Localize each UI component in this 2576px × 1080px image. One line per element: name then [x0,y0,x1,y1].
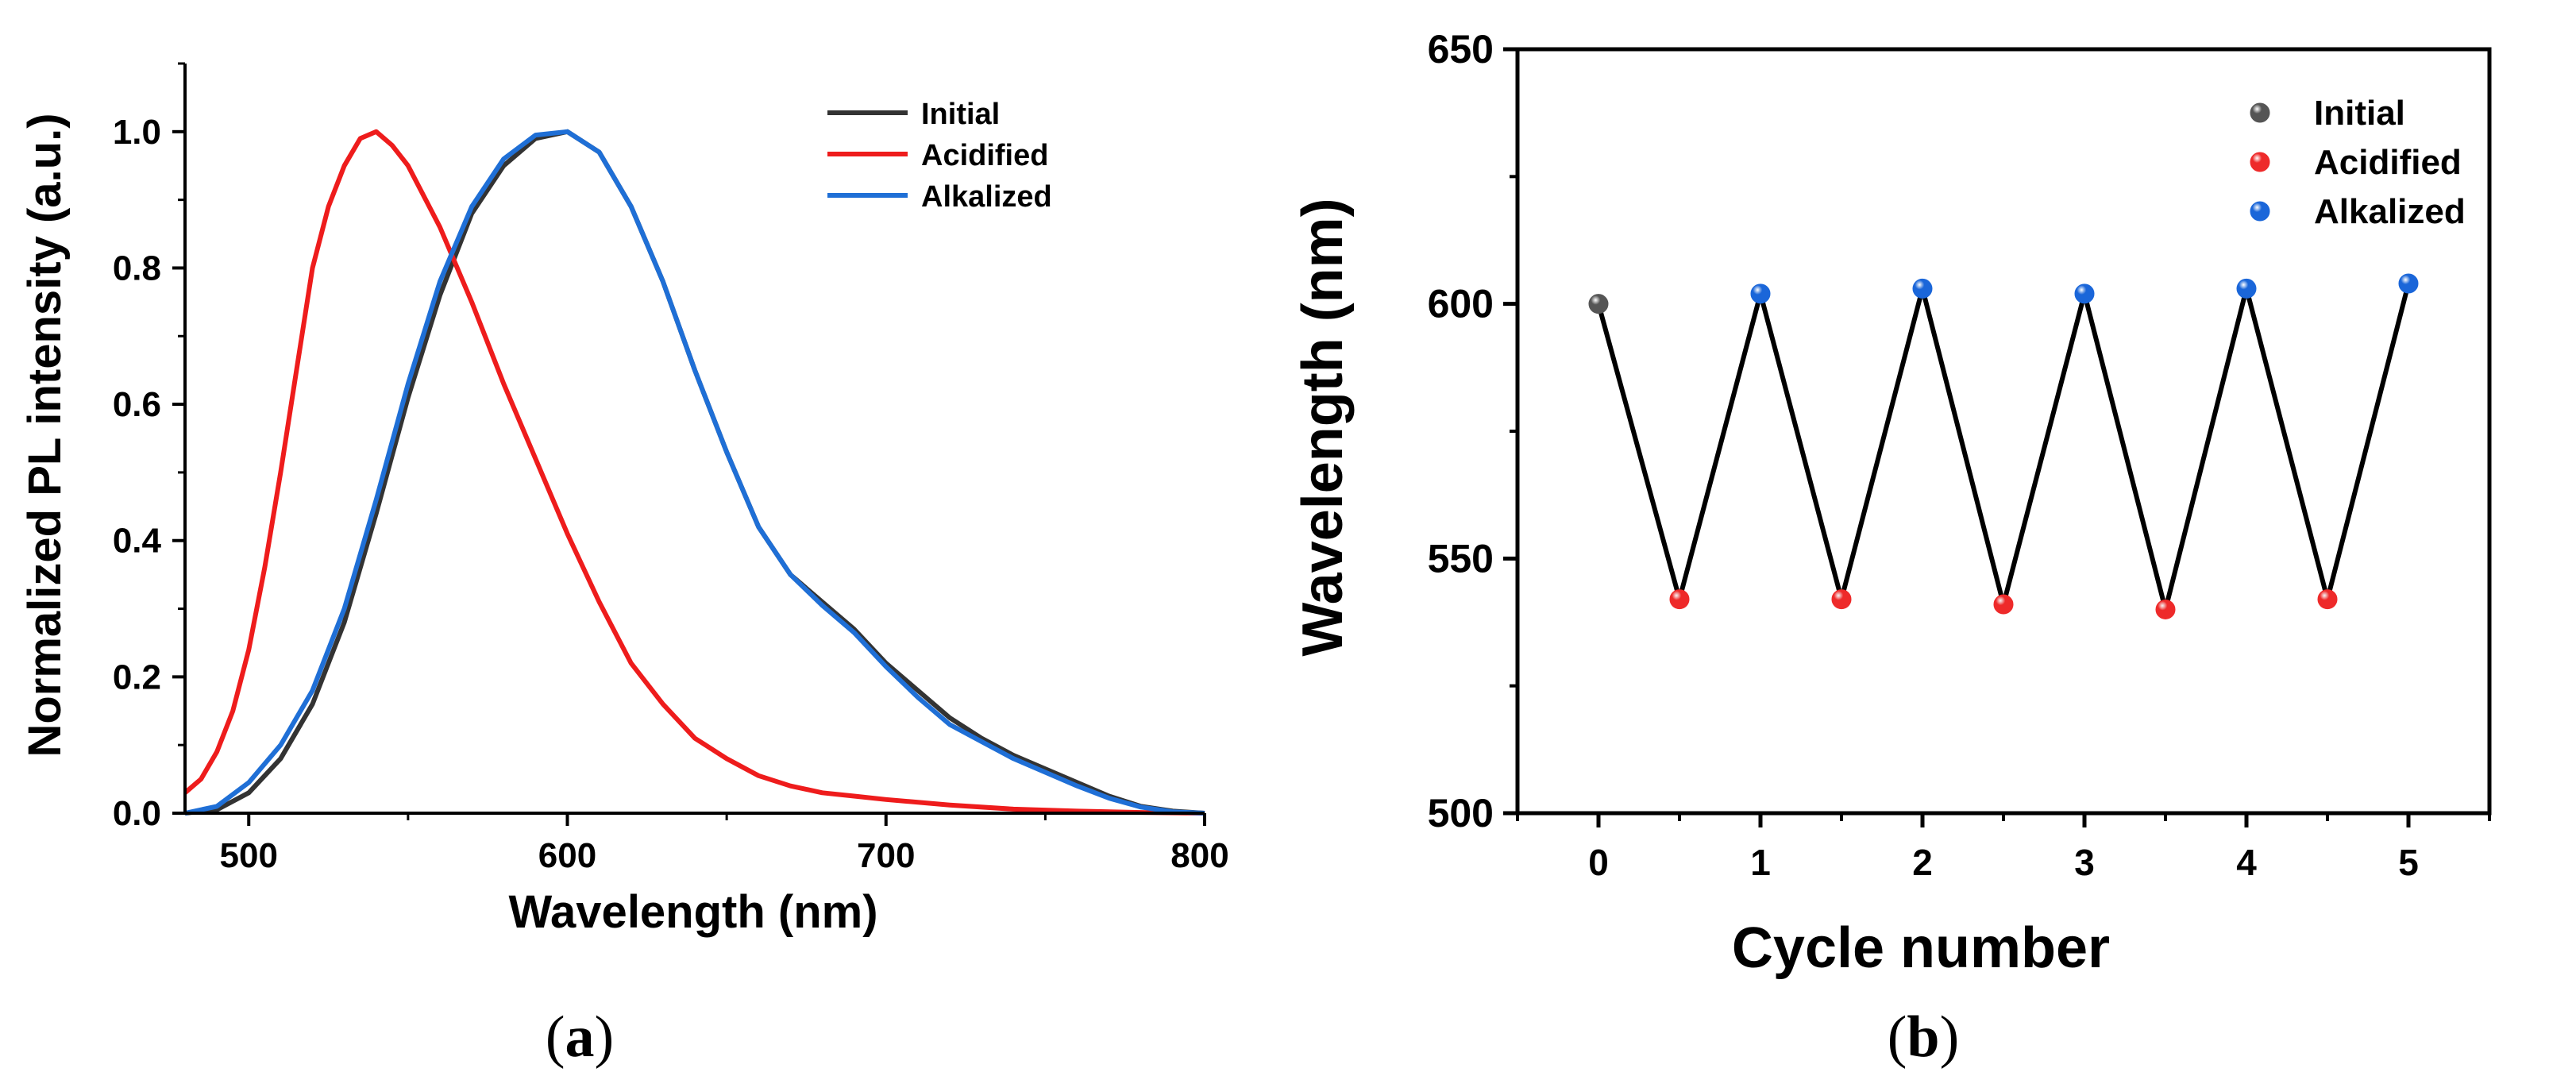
panel-b-point-acidified [2317,589,2338,610]
panel-b-plot-area [1588,273,2419,619]
panel-b-legend-marker-acidified [2250,152,2270,172]
panel-a-x-axis-title: Wavelength (nm) [508,886,877,938]
panel-b-point-acidified [1993,594,2014,615]
panel-b-x-tick-label: 1 [1750,842,1771,883]
panel-b-legend-label-initial: Initial [2314,94,2405,133]
panel-b-y-tick-label: 550 [1428,536,1494,580]
panel-a-caption: (a) [546,1005,614,1070]
panel-a-series-line-alkalized [184,129,1205,816]
panel-b-connecting-line [1596,279,2411,615]
panel-a-series-line-acidified [183,129,1205,816]
panel-b-point-alkalized [2074,284,2095,304]
panel-a-legend-label-alkalized: Alkalized [921,180,1052,214]
panel-b-point-alkalized [2398,273,2419,294]
panel-a-plot-area [183,129,1205,816]
panel-b-x-tick-label: 0 [1588,842,1609,883]
panel-b-caption: (b) [1888,1005,1959,1070]
panel-a-x-tick-label: 600 [538,836,596,875]
panel-b-ticks: 0 1 2 3 4 5 500 550 600 650 [1428,27,2491,883]
panel-a-legend-label-initial: Initial [921,98,1000,131]
panel-b-x-tick-label: 5 [2398,842,2419,883]
panel-a-caption-label: a [565,1005,595,1070]
panel-a-y-tick-label: 0.6 [113,385,161,424]
panel-b-point-initial [1588,294,1609,314]
panel-a-y-axis-title: Normalized PL intensity (a.u.) [19,113,71,757]
panel-b-caption-label: b [1907,1005,1939,1070]
panel-b-point-alkalized [1912,278,1933,299]
panel-b-cycle-chart: 0 1 2 3 4 5 500 550 600 650 Cycle number Waveleng… [1291,27,2492,1070]
panel-b-legend-label-acidified: Acidified [2314,143,2462,182]
panel-b-x-tick-label: 3 [2074,842,2095,883]
panel-a-legend: Initial Acidified Alkalized [827,98,1052,214]
panel-b-legend-marker-alkalized [2250,201,2270,222]
panel-b-x-axis-title: Cycle number [1732,916,2110,980]
panel-b-point-alkalized [2236,278,2257,299]
panel-b-legend-marker-initial [2250,102,2270,123]
panel-b-legend: Initial Acidified Alkalized [2250,94,2466,231]
panel-a-x-tick-label: 500 [220,836,278,875]
panel-b-x-tick-label: 4 [2236,842,2257,883]
panel-a-y-tick-label: 0.2 [113,658,161,696]
panel-b-y-tick-label: 650 [1428,27,1494,71]
panel-b-y-axis-title: Wavelength (nm) [1291,198,1355,656]
panel-b-point-acidified [2155,599,2176,619]
panel-a-x-tick-label: 800 [1170,836,1228,875]
panel-b-x-tick-label: 2 [1912,842,1933,883]
panel-a-y-tick-label: 0.4 [113,522,162,561]
panel-b-point-acidified [1831,589,1852,610]
panel-b-y-tick-label: 500 [1428,791,1494,835]
panel-a-y-tick-label: 0.8 [113,249,161,287]
panel-a-x-tick-label: 700 [857,836,915,875]
panel-b-legend-label-alkalized: Alkalized [2314,192,2466,231]
panel-a-series-line-initial [184,129,1205,816]
panel-a-ticks: 500 600 700 800 0.0 0.2 0.4 0.6 0.8 1.0 [113,62,1229,875]
panel-a-axes [183,64,1205,815]
panel-a-y-tick-label: 0.0 [113,794,161,833]
panel-a-legend-label-acidified: Acidified [921,139,1048,172]
panel-b-point-alkalized [1750,284,1771,304]
panel-a-y-tick-label: 1.0 [113,113,161,152]
panel-b-y-tick-label: 600 [1428,282,1494,326]
panel-b-point-acidified [1669,589,1690,610]
panel-a-spectra-chart: 500 600 700 800 0.0 0.2 0.4 0.6 0.8 1.0 Wavelengt… [19,62,1229,1070]
